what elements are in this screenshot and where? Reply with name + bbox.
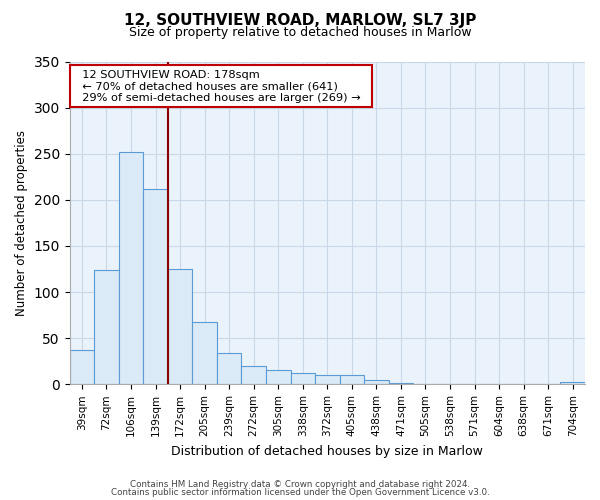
Bar [143,189,168,384]
Y-axis label: Number of detached properties: Number of detached properties [15,130,28,316]
Text: Contains public sector information licensed under the Open Government Licence v3: Contains public sector information licen… [110,488,490,497]
Bar [168,269,193,384]
Bar [217,353,241,384]
Bar [290,374,315,384]
Bar [193,322,217,384]
Text: Contains HM Land Registry data © Crown copyright and database right 2024.: Contains HM Land Registry data © Crown c… [130,480,470,489]
Bar [364,380,389,384]
Text: Size of property relative to detached houses in Marlow: Size of property relative to detached ho… [128,26,472,39]
Bar [560,382,585,384]
Text: 12 SOUTHVIEW ROAD: 178sqm
  ← 70% of detached houses are smaller (641)
  29% of : 12 SOUTHVIEW ROAD: 178sqm ← 70% of detac… [75,70,368,103]
Bar [266,370,290,384]
Bar [241,366,266,384]
Text: 12, SOUTHVIEW ROAD, MARLOW, SL7 3JP: 12, SOUTHVIEW ROAD, MARLOW, SL7 3JP [124,12,476,28]
Bar [94,270,119,384]
Bar [340,375,364,384]
Bar [70,350,94,384]
Bar [315,375,340,384]
X-axis label: Distribution of detached houses by size in Marlow: Distribution of detached houses by size … [172,444,483,458]
Bar [119,152,143,384]
